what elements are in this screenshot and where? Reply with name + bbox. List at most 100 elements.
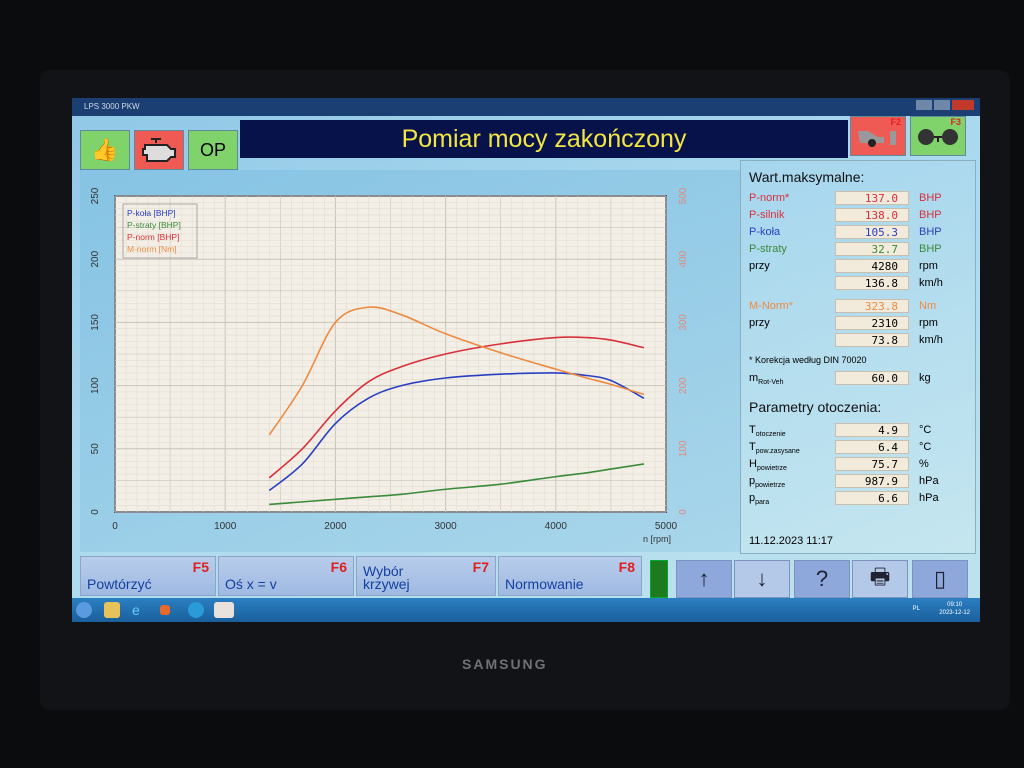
ambient-label: T [749, 441, 756, 453]
fkey-label: F8 [618, 559, 635, 575]
ambient-row: Totoczenie 4.9 °C [749, 423, 969, 438]
y-left-tick-label: 50 [90, 443, 101, 455]
row-value: 32.7 [835, 242, 909, 256]
series-line-3 [268, 306, 645, 436]
function-key-f7[interactable]: F7 Wybór krzywej [356, 556, 496, 596]
ambient-sub: para [755, 499, 770, 507]
ambient-value: 6.4 [835, 440, 909, 454]
row-label: P-silnik [749, 209, 785, 221]
mass-row: mRot-Veh 60.0 kg [749, 371, 969, 386]
max-value-row: M-Norm* 323.8 Nm [749, 299, 969, 314]
y-left-tick-label: 200 [90, 250, 101, 267]
exit-icon: ▯ [933, 566, 947, 591]
row-label: P-norm* [749, 192, 790, 204]
ambient-value: 4.9 [835, 423, 909, 437]
row-value: 323.8 [835, 299, 909, 313]
arrow-up-icon: ↑ [698, 566, 710, 591]
legend-entry: P-koła [BHP] [127, 208, 176, 218]
legend-entry: P-norm [BHP] [127, 232, 179, 242]
max-value-row: P-straty 32.7 BHP [749, 242, 969, 257]
thumbs-up-icon: 👍 [91, 137, 119, 162]
ambient-sub: otoczenie [755, 431, 786, 439]
legend-entry: M-norm [Nm] [127, 244, 177, 254]
accept-button[interactable]: 👍 [80, 130, 130, 170]
f3-button[interactable]: F3 [910, 116, 966, 156]
app-task-icon[interactable] [214, 602, 234, 618]
op-label: OP [199, 139, 226, 160]
axle-icon [918, 129, 958, 145]
language-indicator[interactable]: PL [912, 606, 920, 612]
fkey-text: Wybór krzywej [363, 563, 410, 592]
row-value: 105.3 [835, 225, 909, 239]
fkey-text: Normowanie [505, 576, 584, 592]
row-value: 138.0 [835, 208, 909, 222]
op-button[interactable]: OP [188, 130, 238, 170]
y-right-tick-label: 300 [678, 314, 689, 331]
car-tow-icon [858, 131, 896, 147]
ambient-unit: hPa [919, 475, 939, 487]
ambient-value: 75.7 [835, 457, 909, 471]
row-value: 137.0 [835, 191, 909, 205]
y-left-tick-label: 100 [90, 377, 101, 394]
app-window: LPS 3000 PKW 👍 OP Pomiar mocy zakończony… [72, 98, 980, 622]
maximize-button[interactable] [934, 100, 950, 110]
row-unit: BHP [919, 209, 942, 221]
function-key-f5[interactable]: F5 Powtórzyć [80, 556, 216, 596]
monitor-logo: SAMSUNG [462, 656, 548, 672]
max-value-row: P-norm* 137.0 BHP [749, 191, 969, 206]
x-tick-label: 0 [112, 521, 118, 532]
max-values-heading: Wart.maksymalne: [749, 169, 865, 185]
engine-button[interactable] [134, 130, 184, 170]
close-button[interactable] [952, 100, 974, 110]
arrow-down-button[interactable]: ↓ [734, 560, 790, 598]
taskbar: e PL 09:10 2023-12-12 [72, 598, 980, 622]
y-left-tick-label: 150 [90, 314, 101, 331]
clock[interactable]: 09:10 2023-12-12 [939, 601, 970, 617]
y-right-tick-label: 500 [678, 187, 689, 204]
series-line-2 [268, 336, 645, 479]
printer-button[interactable]: 🖶 [852, 560, 908, 598]
mass-sub: Rot-Veh [758, 379, 784, 387]
y-right-tick-label: 0 [678, 509, 689, 515]
row-unit: BHP [919, 192, 942, 204]
minimize-button[interactable] [916, 100, 932, 110]
edge-icon[interactable] [188, 602, 204, 618]
row-unit: BHP [919, 226, 942, 238]
row-unit: km/h [919, 334, 943, 346]
ambient-sub: powietrze [755, 482, 786, 490]
row-label: przy [749, 260, 770, 272]
media-icon[interactable] [160, 605, 170, 615]
chart-panel: 0 1000 2000 3000 4000 5000 0 50 100 150 200 250 0 100… [80, 170, 740, 552]
explorer-icon[interactable] [104, 602, 120, 618]
window-title: LPS 3000 PKW [84, 102, 140, 111]
ambient-label: p [749, 475, 756, 487]
ambient-value: 987.9 [835, 474, 909, 488]
arrow-up-button[interactable]: ↑ [676, 560, 732, 598]
x-tick-label: 5000 [655, 521, 678, 532]
window-titlebar: LPS 3000 PKW [72, 98, 980, 116]
f2-button[interactable]: F2 [850, 116, 906, 156]
max-value-row: P-koła 105.3 BHP [749, 225, 969, 240]
clock-time: 09:10 [947, 602, 963, 608]
help-button[interactable]: ? [794, 560, 850, 598]
correction-note: * Korekcja według DIN 70020 [749, 355, 867, 365]
row-unit: km/h [919, 277, 943, 289]
start-button[interactable] [76, 602, 92, 618]
series-line-0 [268, 372, 645, 492]
max-value-row: przy 2310 rpm [749, 316, 969, 331]
status-title: Pomiar mocy zakończony [240, 120, 848, 158]
ambient-unit: °C [919, 441, 932, 453]
row-unit: BHP [919, 243, 942, 255]
ambient-heading: Parametry otoczenia: [749, 399, 882, 415]
max-value-row: 73.8 km/h [749, 333, 969, 348]
fkey-text: Powtórzyć [87, 576, 152, 592]
exit-button[interactable]: ▯ [912, 560, 968, 598]
f3-key-label: F3 [950, 117, 961, 127]
function-key-f6[interactable]: F6 Oś x = v [218, 556, 354, 596]
legend-box [122, 203, 198, 259]
fkey-label: F6 [330, 559, 347, 575]
mass-label: m [749, 372, 759, 384]
ambient-value: 6.6 [835, 491, 909, 505]
ie-icon[interactable]: e [132, 602, 140, 618]
function-key-f8[interactable]: F8 Normowanie [498, 556, 642, 596]
